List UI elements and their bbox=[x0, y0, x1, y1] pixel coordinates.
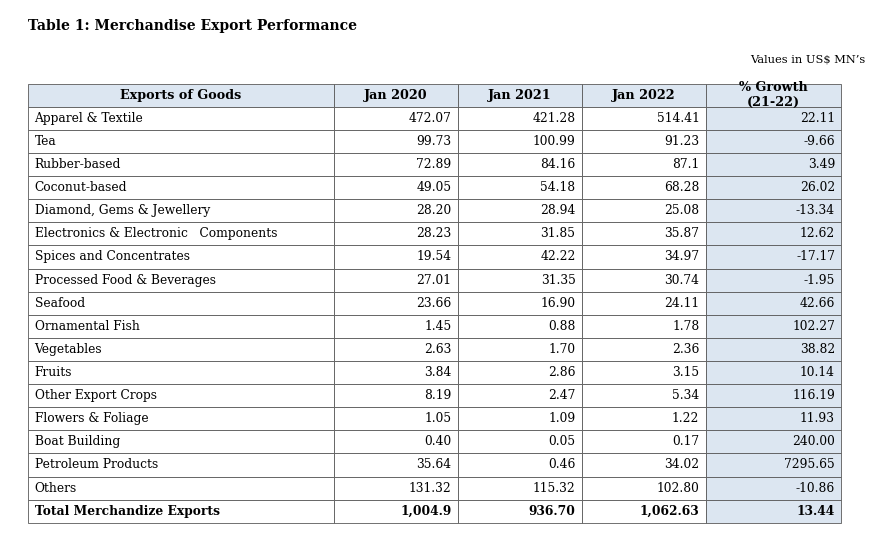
Text: 49.05: 49.05 bbox=[417, 181, 451, 194]
Text: 42.66: 42.66 bbox=[800, 296, 835, 310]
Text: 35.87: 35.87 bbox=[665, 227, 699, 240]
Text: 13.44: 13.44 bbox=[796, 505, 835, 518]
Text: 3.84: 3.84 bbox=[424, 366, 451, 379]
Text: Apparel & Textile: Apparel & Textile bbox=[35, 112, 143, 125]
Text: 0.40: 0.40 bbox=[425, 435, 451, 448]
Text: Exports of Goods: Exports of Goods bbox=[120, 89, 242, 102]
Text: 1.09: 1.09 bbox=[549, 412, 575, 425]
Text: Total Merchandize Exports: Total Merchandize Exports bbox=[35, 505, 219, 518]
Text: Others: Others bbox=[35, 482, 77, 495]
Text: Other Export Crops: Other Export Crops bbox=[35, 389, 157, 402]
Text: Values in US$ MN’s: Values in US$ MN’s bbox=[750, 54, 866, 64]
Text: 54.18: 54.18 bbox=[541, 181, 575, 194]
Text: Tea: Tea bbox=[35, 135, 57, 148]
Text: 131.32: 131.32 bbox=[409, 482, 451, 495]
Text: Processed Food & Beverages: Processed Food & Beverages bbox=[35, 274, 216, 287]
Text: 72.89: 72.89 bbox=[416, 158, 451, 171]
Text: Spices and Concentrates: Spices and Concentrates bbox=[35, 251, 189, 264]
Text: 28.20: 28.20 bbox=[416, 204, 451, 217]
Text: 7295.65: 7295.65 bbox=[784, 458, 835, 471]
Text: 936.70: 936.70 bbox=[528, 505, 575, 518]
Text: 84.16: 84.16 bbox=[540, 158, 575, 171]
Text: Ornamental Fish: Ornamental Fish bbox=[35, 320, 140, 333]
Text: 115.32: 115.32 bbox=[533, 482, 575, 495]
Text: Jan 2021: Jan 2021 bbox=[488, 89, 551, 102]
Text: 31.35: 31.35 bbox=[541, 274, 575, 287]
Text: 27.01: 27.01 bbox=[417, 274, 451, 287]
Text: Jan 2022: Jan 2022 bbox=[612, 89, 675, 102]
Text: 240.00: 240.00 bbox=[792, 435, 835, 448]
Text: 3.15: 3.15 bbox=[673, 366, 699, 379]
Text: 2.36: 2.36 bbox=[672, 343, 699, 356]
Text: 31.85: 31.85 bbox=[541, 227, 575, 240]
Text: 2.63: 2.63 bbox=[424, 343, 451, 356]
Text: -13.34: -13.34 bbox=[796, 204, 835, 217]
Text: Table 1: Merchandise Export Performance: Table 1: Merchandise Export Performance bbox=[28, 19, 358, 33]
Text: 28.23: 28.23 bbox=[416, 227, 451, 240]
Text: 1,004.9: 1,004.9 bbox=[400, 505, 451, 518]
Text: Coconut-based: Coconut-based bbox=[35, 181, 127, 194]
Text: 5.34: 5.34 bbox=[673, 389, 699, 402]
Text: Boat Building: Boat Building bbox=[35, 435, 119, 448]
Text: Electronics & Electronic   Components: Electronics & Electronic Components bbox=[35, 227, 277, 240]
Text: 25.08: 25.08 bbox=[665, 204, 699, 217]
Text: 28.94: 28.94 bbox=[540, 204, 575, 217]
Text: 16.90: 16.90 bbox=[541, 296, 575, 310]
Text: 34.97: 34.97 bbox=[665, 251, 699, 264]
Text: Flowers & Foliage: Flowers & Foliage bbox=[35, 412, 148, 425]
Text: 23.66: 23.66 bbox=[416, 296, 451, 310]
Text: 0.88: 0.88 bbox=[548, 320, 575, 333]
Text: 116.19: 116.19 bbox=[792, 389, 835, 402]
Text: 22.11: 22.11 bbox=[800, 112, 835, 125]
Text: 1,062.63: 1,062.63 bbox=[640, 505, 699, 518]
Text: 34.02: 34.02 bbox=[665, 458, 699, 471]
Text: 100.99: 100.99 bbox=[533, 135, 575, 148]
Text: 30.74: 30.74 bbox=[665, 274, 699, 287]
Text: Fruits: Fruits bbox=[35, 366, 72, 379]
Text: 35.64: 35.64 bbox=[417, 458, 451, 471]
Text: 10.14: 10.14 bbox=[800, 366, 835, 379]
Text: Seafood: Seafood bbox=[35, 296, 85, 310]
Text: 2.47: 2.47 bbox=[548, 389, 575, 402]
Text: -1.95: -1.95 bbox=[804, 274, 835, 287]
Text: 102.80: 102.80 bbox=[657, 482, 699, 495]
Text: 99.73: 99.73 bbox=[417, 135, 451, 148]
Text: 24.11: 24.11 bbox=[665, 296, 699, 310]
Text: 421.28: 421.28 bbox=[533, 112, 575, 125]
Text: 11.93: 11.93 bbox=[800, 412, 835, 425]
Text: 68.28: 68.28 bbox=[664, 181, 699, 194]
Text: 0.17: 0.17 bbox=[673, 435, 699, 448]
Text: Diamond, Gems & Jewellery: Diamond, Gems & Jewellery bbox=[35, 204, 210, 217]
Text: 19.54: 19.54 bbox=[417, 251, 451, 264]
Text: 12.62: 12.62 bbox=[800, 227, 835, 240]
Text: % Growth
(21-22): % Growth (21-22) bbox=[739, 81, 808, 109]
Text: Jan 2020: Jan 2020 bbox=[364, 89, 427, 102]
Text: 38.82: 38.82 bbox=[800, 343, 835, 356]
Text: Vegetables: Vegetables bbox=[35, 343, 102, 356]
Text: 26.02: 26.02 bbox=[800, 181, 835, 194]
Text: -10.86: -10.86 bbox=[796, 482, 835, 495]
Text: 472.07: 472.07 bbox=[409, 112, 451, 125]
Text: 514.41: 514.41 bbox=[657, 112, 699, 125]
Text: 102.27: 102.27 bbox=[792, 320, 835, 333]
Text: Rubber-based: Rubber-based bbox=[35, 158, 121, 171]
Text: -17.17: -17.17 bbox=[796, 251, 835, 264]
Text: 1.78: 1.78 bbox=[673, 320, 699, 333]
Text: 42.22: 42.22 bbox=[540, 251, 575, 264]
Text: 2.86: 2.86 bbox=[548, 366, 575, 379]
Text: 1.22: 1.22 bbox=[672, 412, 699, 425]
Text: 87.1: 87.1 bbox=[673, 158, 699, 171]
Text: 3.49: 3.49 bbox=[808, 158, 835, 171]
Text: 91.23: 91.23 bbox=[665, 135, 699, 148]
Text: Petroleum Products: Petroleum Products bbox=[35, 458, 158, 471]
Text: 0.05: 0.05 bbox=[549, 435, 575, 448]
Text: -9.66: -9.66 bbox=[804, 135, 835, 148]
Text: 1.05: 1.05 bbox=[425, 412, 451, 425]
Text: 1.45: 1.45 bbox=[425, 320, 451, 333]
Text: 8.19: 8.19 bbox=[424, 389, 451, 402]
Text: 1.70: 1.70 bbox=[549, 343, 575, 356]
Text: 0.46: 0.46 bbox=[548, 458, 575, 471]
